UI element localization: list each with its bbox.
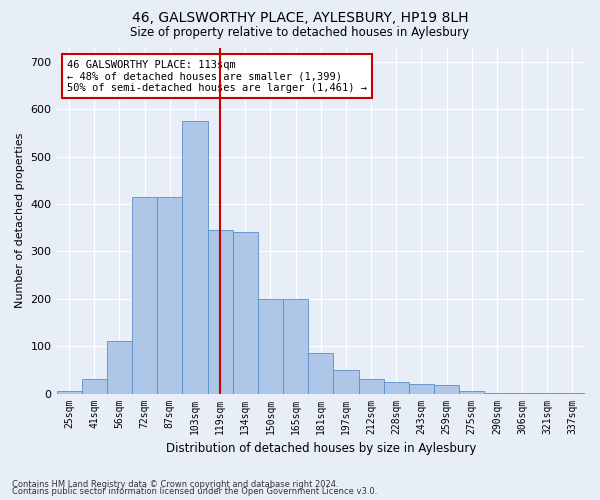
Text: Contains HM Land Registry data © Crown copyright and database right 2024.: Contains HM Land Registry data © Crown c… <box>12 480 338 489</box>
Bar <box>359 380 383 394</box>
Bar <box>157 197 182 394</box>
Bar <box>233 232 258 394</box>
Text: 46 GALSWORTHY PLACE: 113sqm
← 48% of detached houses are smaller (1,399)
50% of : 46 GALSWORTHY PLACE: 113sqm ← 48% of det… <box>67 60 367 93</box>
Text: Contains public sector information licensed under the Open Government Licence v3: Contains public sector information licen… <box>12 488 377 496</box>
Bar <box>82 380 107 394</box>
Bar <box>383 382 409 394</box>
Bar <box>56 391 82 394</box>
Bar <box>308 354 334 394</box>
Text: 46, GALSWORTHY PLACE, AYLESBURY, HP19 8LH: 46, GALSWORTHY PLACE, AYLESBURY, HP19 8L… <box>132 11 468 25</box>
Bar <box>409 384 434 394</box>
X-axis label: Distribution of detached houses by size in Aylesbury: Distribution of detached houses by size … <box>166 442 476 455</box>
Bar <box>132 197 157 394</box>
Text: Size of property relative to detached houses in Aylesbury: Size of property relative to detached ho… <box>130 26 470 39</box>
Bar <box>258 298 283 394</box>
Bar <box>283 298 308 394</box>
Bar <box>334 370 359 394</box>
Bar <box>434 385 459 394</box>
Bar <box>182 121 208 394</box>
Bar <box>484 392 509 394</box>
Bar <box>560 392 585 394</box>
Bar <box>535 392 560 394</box>
Bar <box>459 391 484 394</box>
Bar <box>107 342 132 394</box>
Bar <box>208 230 233 394</box>
Y-axis label: Number of detached properties: Number of detached properties <box>15 133 25 308</box>
